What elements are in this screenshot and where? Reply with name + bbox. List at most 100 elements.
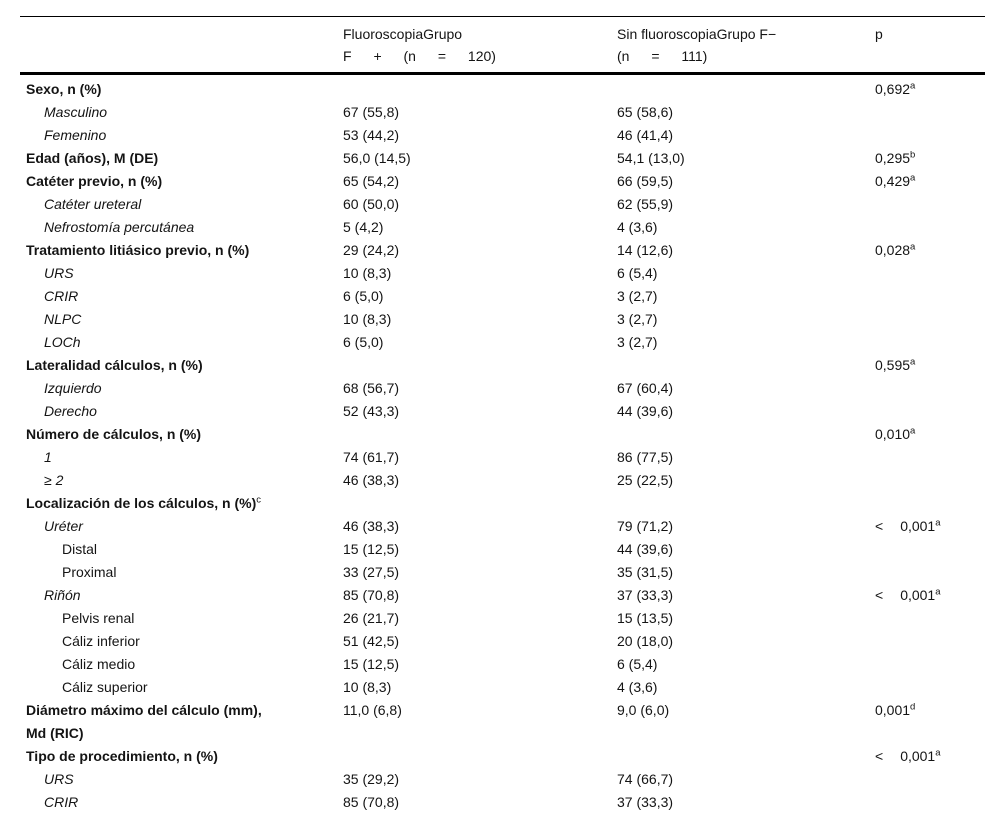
group-f-plus-value: 56,0 (14,5) [343,149,411,166]
table-row: 1 74 (61,7) 86 (77,5) [20,446,985,469]
group-f-minus-value: 44 (39,6) [617,402,674,419]
footnote-marker: d [910,700,916,712]
table-row: Masculino 67 (55,8) 65 (58,6) [20,101,985,124]
patient-characteristics-table: FluoroscopiaGrupo F + (n = 120) Sin fluo… [20,16,985,825]
p-value: 0,595a [875,355,916,373]
group-f-plus-value: 52 (43,3) [343,402,400,419]
row-label: Izquierdo [44,379,102,396]
table-row: Edad (años), M (DE) 56,0 (14,5) 54,1 (13,0… [20,147,985,170]
header-col-fluoroscopia: FluoroscopiaGrupo F + (n = 120) [343,23,617,67]
row-label: Distal [62,540,98,557]
row-label: Cáliz superior [62,678,148,695]
p-value: 0,429a [875,171,916,189]
group-f-minus-value: 9,0 (6,0) [617,701,670,718]
group-f-minus-value: 62 (55,9) [617,195,674,212]
table-row: ≥ 2 46 (38,3) 25 (22,5) [20,469,985,492]
table-row: Distal 15 (12,5) 44 (39,6) [20,538,985,561]
group-f-plus-value: 35 (29,2) [343,770,400,787]
header-fluoroscopia-line1: FluoroscopiaGrupo [343,26,463,43]
group-f-plus-value: 33 (27,5) [343,563,400,580]
row-label: Proximal [62,563,117,580]
p-value: 0,295b [875,148,916,166]
table-row: Riñón 85 (70,8) 37 (33,3) <0,001a [20,584,985,607]
row-label: CRIR [44,793,79,810]
group-f-minus-value: 67 (60,4) [617,379,674,396]
group-f-plus-value: 60 (50,0) [343,195,400,212]
group-f-plus-value: 65 (54,2) [343,172,400,189]
group-f-minus-value: 4 (3,6) [617,218,658,235]
group-f-minus-value: 46 (41,4) [617,126,674,143]
group-f-plus-value: 51 (42,5) [343,632,400,649]
group-f-minus-value: 3 (2,7) [617,333,658,350]
group-f-minus-value: 6 (5,4) [617,264,658,281]
group-f-plus-value: 26 (21,7) [343,609,400,626]
group-f-minus-value: 74 (66,7) [617,770,674,787]
group-f-minus-value: 65 (58,6) [617,103,674,120]
row-label: Cáliz inferior [62,632,140,649]
group-f-plus-value: 15 (12,5) [343,655,400,672]
footnote-marker: a [910,424,916,436]
row-label: CRIR [44,287,79,304]
table-header: FluoroscopiaGrupo F + (n = 120) Sin fluo… [20,17,985,72]
table-row: Cáliz medio 15 (12,5) 6 (5,4) [20,653,985,676]
table-row: Catéter ureteral 60 (50,0) 62 (55,9) [20,193,985,216]
footnote-marker: a [910,240,916,252]
table-top-rule [20,16,985,18]
header-sin-fluoroscopia-line2: (n = 111) [617,48,708,65]
group-f-minus-value: 35 (31,5) [617,563,674,580]
row-label: ≥ 2 [44,471,64,488]
group-f-plus-value: 15 (12,5) [343,540,400,557]
footnote-marker: a [935,516,941,528]
group-f-minus-value: 44 (39,6) [617,540,674,557]
footnote-marker: a [910,355,916,367]
row-label: Cáliz medio [62,655,136,672]
p-value: <0,001a [875,516,941,534]
table-row: Pelvis renal 26 (21,7) 15 (13,5) [20,607,985,630]
group-f-minus-value: 25 (22,5) [617,471,674,488]
group-f-plus-value: 85 (70,8) [343,586,400,603]
row-label: URS [44,770,74,787]
group-f-plus-value: 74 (61,7) [343,448,400,465]
group-f-plus-value: 29 (24,2) [343,241,400,258]
table-row: Tratamiento litiásico previo, n (%) 29 (2… [20,239,985,262]
footnote-marker: a [935,585,941,597]
table-row: URS 10 (8,3) 6 (5,4) [20,262,985,285]
group-f-plus-value: 6 (5,0) [343,333,384,350]
row-label: NLPC [44,310,82,327]
p-value: <0,001a [875,585,941,603]
table-row: Nefrostomía percutánea 5 (4,2) 4 (3,6) [20,216,985,239]
row-label: URS [44,264,74,281]
row-label: Lateralidad cálculos, n (%) [26,356,203,373]
table-row: Izquierdo 68 (56,7) 67 (60,4) [20,377,985,400]
group-f-plus-value: 85 (70,8) [343,793,400,810]
table-row: CRIR 85 (70,8) 37 (33,3) [20,791,985,814]
group-f-plus-value: 53 (44,2) [343,126,400,143]
table-row: Cáliz inferior 51 (42,5) 20 (18,0) [20,630,985,653]
p-value: 0,692a [875,79,916,97]
row-label: LOCh [44,333,81,350]
footnote-marker: a [935,746,941,758]
p-value: <0,001a [875,746,941,764]
group-f-minus-value: 15 (13,5) [617,609,674,626]
row-label: Catéter ureteral [44,195,142,212]
group-f-plus-value: 5 (4,2) [343,218,384,235]
header-col-p: p [875,26,883,43]
row-label: 1 [44,448,52,465]
table-row: NLPC 10 (8,3) 3 (2,7) [20,308,985,331]
table-row: URS 35 (29,2) 74 (66,7) [20,768,985,791]
table-body: Sexo, n (%) 0,692a Masculino 67 (55,8) 65 (5… [20,75,985,825]
row-label: Tratamiento litiásico previo, n (%) [26,241,250,258]
header-sin-fluoroscopia-line1: Sin fluoroscopiaGrupo F− [617,26,777,43]
p-value: 0,010a [875,424,916,442]
group-f-plus-value: 46 (38,3) [343,471,400,488]
group-f-plus-value: 10 (8,3) [343,310,392,327]
row-label: Localización de los cálculos, n (%)c [26,493,262,511]
table-header-rule [20,72,985,75]
group-f-minus-value: 3 (2,7) [617,287,658,304]
group-f-plus-value: 6 (5,0) [343,287,384,304]
header-col-sin-fluoroscopia: Sin fluoroscopiaGrupo F− (n = 111) [617,23,875,67]
group-f-plus-value: 68 (56,7) [343,379,400,396]
table-row: Tipo de procedimiento, n (%) <0,001a [20,745,985,768]
group-f-minus-value: 20 (18,0) [617,632,674,649]
